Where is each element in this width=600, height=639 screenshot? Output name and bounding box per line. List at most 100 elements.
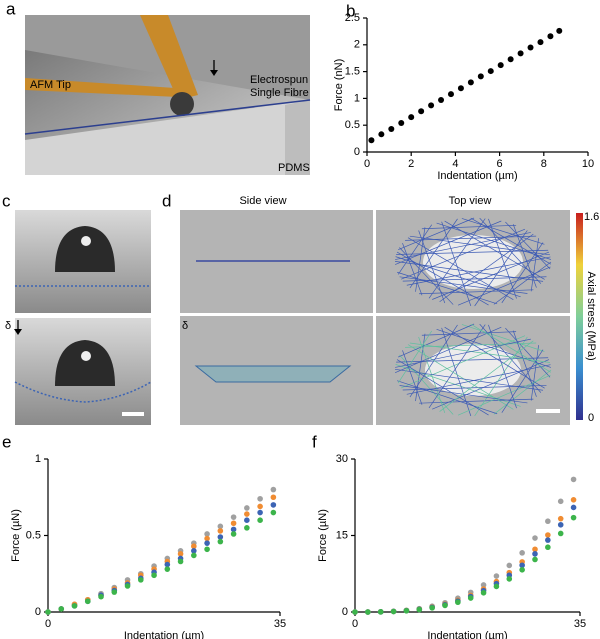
x-axis-label: Indentation (µm) (124, 630, 204, 639)
fibre-mesh (394, 220, 502, 265)
fibre-mesh (488, 218, 517, 299)
y-tick-label: 0 (342, 606, 348, 618)
data-point (557, 521, 564, 528)
cantilever (25, 78, 178, 97)
y-tick-label: 1.5 (345, 66, 360, 78)
fibre-mesh (405, 342, 537, 348)
delta-label: δ (182, 320, 188, 332)
fibre-mesh (409, 235, 550, 256)
data-point (480, 589, 487, 596)
x-tick-label: 0 (364, 158, 370, 170)
probe (55, 340, 115, 386)
data-point (230, 520, 237, 527)
data-point (467, 595, 474, 601)
data-point (497, 62, 504, 69)
data-point (519, 550, 525, 556)
delta-label: δ (5, 320, 11, 332)
y-tick-label: 1 (35, 453, 41, 465)
panel-a: AFM Tip Electrospun Single Fibre PDMS (24, 15, 311, 175)
data-point (408, 114, 415, 121)
fibre-mesh (444, 220, 545, 280)
data-point (570, 514, 577, 521)
fibre-mesh (405, 235, 537, 241)
data-point (257, 503, 263, 510)
fibre-mesh (488, 324, 517, 409)
data-point (447, 91, 454, 98)
y-tick-label: 30 (336, 453, 348, 465)
data-point (557, 530, 564, 537)
data-point (506, 576, 513, 582)
data-point (217, 538, 224, 545)
x-tick-label: 6 (497, 158, 503, 170)
fibre-mesh (409, 342, 550, 363)
x-tick-label: 35 (574, 618, 586, 630)
data-point (270, 486, 277, 493)
data-point (487, 68, 494, 75)
fibre-mesh (421, 331, 517, 336)
fibre-mesh (395, 338, 531, 368)
fibre-mesh (394, 261, 544, 282)
data-point (58, 606, 65, 612)
pdms-side (285, 100, 310, 175)
fibre-mesh (493, 369, 552, 415)
fibre-mesh (470, 323, 552, 373)
data-point (151, 572, 157, 579)
data-point (557, 515, 564, 522)
fibre-mesh (399, 385, 528, 404)
view-title: Side view (239, 195, 286, 207)
data-point (368, 137, 375, 144)
fibre-mesh (530, 238, 539, 292)
data-point (164, 561, 171, 568)
arrow-head (14, 329, 22, 335)
panel-d: Side view Top view δ 1.6 0 Axial stress … (180, 195, 599, 425)
data-point (532, 546, 538, 553)
x-tick-label: 0 (45, 618, 51, 630)
probe-footprint (423, 235, 523, 289)
data-point (506, 562, 513, 569)
data-point (467, 79, 474, 86)
data-point (244, 517, 250, 523)
fibre-mesh (398, 323, 475, 358)
fibre-mesh (399, 276, 528, 294)
colorbar-max: 1.6 (584, 211, 599, 223)
data-point (532, 551, 538, 557)
data-point (191, 543, 197, 550)
fibre-mesh (418, 336, 446, 413)
fibre-mesh (419, 289, 534, 295)
data-point (164, 566, 171, 572)
fibre-label: Single Fibre (250, 87, 309, 99)
data-point (204, 531, 210, 537)
data-point (403, 607, 410, 614)
x-tick-label: 35 (274, 618, 286, 630)
fibre-mesh (394, 326, 502, 373)
data-point (244, 511, 250, 517)
fibre-mesh (394, 368, 544, 391)
panel-label: a (6, 0, 16, 18)
data-point (545, 518, 551, 525)
data-point (519, 562, 525, 569)
data-point (545, 532, 551, 538)
data-point (204, 540, 210, 546)
data-point (377, 609, 384, 615)
x-tick-label: 4 (452, 158, 458, 170)
colorbar (576, 213, 583, 420)
fibre-mesh (461, 218, 545, 245)
pdms-label: PDMS (278, 162, 310, 174)
data-point (493, 573, 500, 579)
fibre-mesh (439, 233, 534, 303)
data-point (418, 108, 425, 115)
panel-label: d (162, 191, 171, 210)
fibre-mesh (396, 251, 489, 306)
fibre-mesh (432, 359, 550, 410)
y-tick-label: 0 (354, 146, 360, 158)
fibre-mesh (409, 324, 458, 398)
fibre-mesh (421, 224, 517, 230)
data-point (244, 525, 250, 531)
fibre-mesh (501, 242, 544, 304)
data-point (71, 603, 78, 609)
data-point (429, 605, 435, 611)
fibre-mesh (397, 330, 433, 384)
fibre-mesh (397, 224, 433, 275)
fibre-mesh (457, 374, 551, 416)
